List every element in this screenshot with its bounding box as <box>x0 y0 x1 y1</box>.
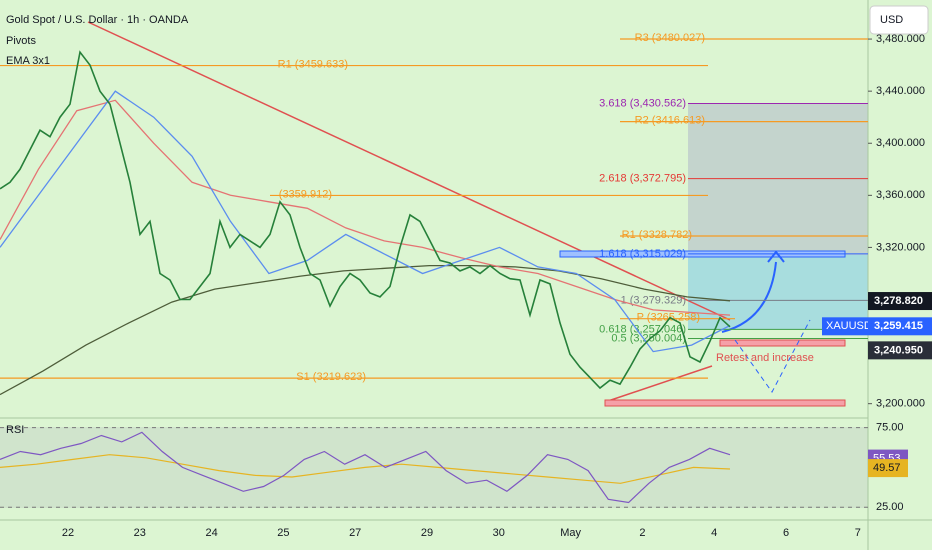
indicator: EMA 3x1 <box>6 55 50 67</box>
x-tick-label: 24 <box>205 527 217 539</box>
price-tag-label: 3,240.950 <box>874 344 923 356</box>
y-tick-label: 3,320.000 <box>876 241 925 253</box>
y-tick-label: 3,400.000 <box>876 137 925 149</box>
rsi-line <box>0 431 731 504</box>
ema-line <box>0 90 731 353</box>
pivot-label: R1 (3459.633) <box>278 58 348 70</box>
price-line <box>0 50 731 390</box>
price-tag-label: 3,259.415 <box>874 320 923 332</box>
fib-label: 3.618 (3,430.562) <box>599 97 686 109</box>
target-zone <box>688 104 868 255</box>
trend-line <box>87 21 731 321</box>
x-tick-label: 4 <box>711 527 717 539</box>
pivot-label: R3 (3480.027) <box>635 32 705 44</box>
x-tick-label: 27 <box>349 527 361 539</box>
x-tick-label: May <box>560 527 581 539</box>
arrow-head <box>767 250 785 263</box>
y-tick-label: 25.00 <box>876 501 904 513</box>
alt-path <box>734 319 811 393</box>
retest-zone <box>719 339 846 347</box>
pivot-label: (3359.912) <box>279 188 332 200</box>
y-tick-label: 3,440.000 <box>876 85 925 97</box>
fib-label: 1.618 (3,315.029) <box>599 248 686 260</box>
x-tick-label: 6 <box>783 527 789 539</box>
rsi-title: RSI <box>6 424 24 436</box>
y-tick-label: 3,480.000 <box>876 33 925 45</box>
pivot-label: R2 (3416.613) <box>635 115 705 127</box>
support-zone <box>604 399 846 407</box>
symbol-tag <box>822 317 868 336</box>
pivot-label: R1 (3328.782) <box>622 229 692 241</box>
ema-line <box>0 99 731 316</box>
x-tick-label: 30 <box>493 527 505 539</box>
support-line <box>604 365 713 403</box>
y-tick-label: 75.00 <box>876 421 904 433</box>
rsi-ma-line <box>0 454 731 484</box>
x-tick-label: 23 <box>134 527 146 539</box>
fib-label: 0.5 (3,250.004) <box>611 332 686 344</box>
x-tick-label: 29 <box>421 527 433 539</box>
rsi-tag <box>868 459 908 478</box>
projection-arrow <box>721 261 777 333</box>
pivot-label: S1 (3219.623) <box>296 371 366 383</box>
x-tick-label: 22 <box>62 527 74 539</box>
price-tag <box>868 341 932 360</box>
y-tick-label: 3,200.000 <box>876 398 925 410</box>
currency[interactable]: USD <box>880 14 903 26</box>
fib-label: 1 (3,279.329) <box>621 294 686 306</box>
symbol-label: XAUUSD <box>826 320 872 332</box>
x-tick-label: 2 <box>639 527 645 539</box>
price-tag <box>868 292 932 311</box>
annotation: Retest and increase <box>716 352 814 364</box>
price-tag <box>868 317 932 336</box>
rsi-tag-label: 49.57 <box>873 462 901 474</box>
currency-button[interactable] <box>869 5 929 35</box>
title: Gold Spot / U.S. Dollar · 1h · OANDA <box>6 14 189 26</box>
indicator: Pivots <box>6 35 36 47</box>
ema-line <box>0 264 731 396</box>
price-tag-label: 3,278.820 <box>874 295 923 307</box>
x-tick-label: 25 <box>277 527 289 539</box>
x-tick-label: 7 <box>855 527 861 539</box>
pivot-label: P (3265.258) <box>637 312 700 324</box>
y-tick-label: 3,360.000 <box>876 189 925 201</box>
fib-label: 2.618 (3,372.795) <box>599 173 686 185</box>
